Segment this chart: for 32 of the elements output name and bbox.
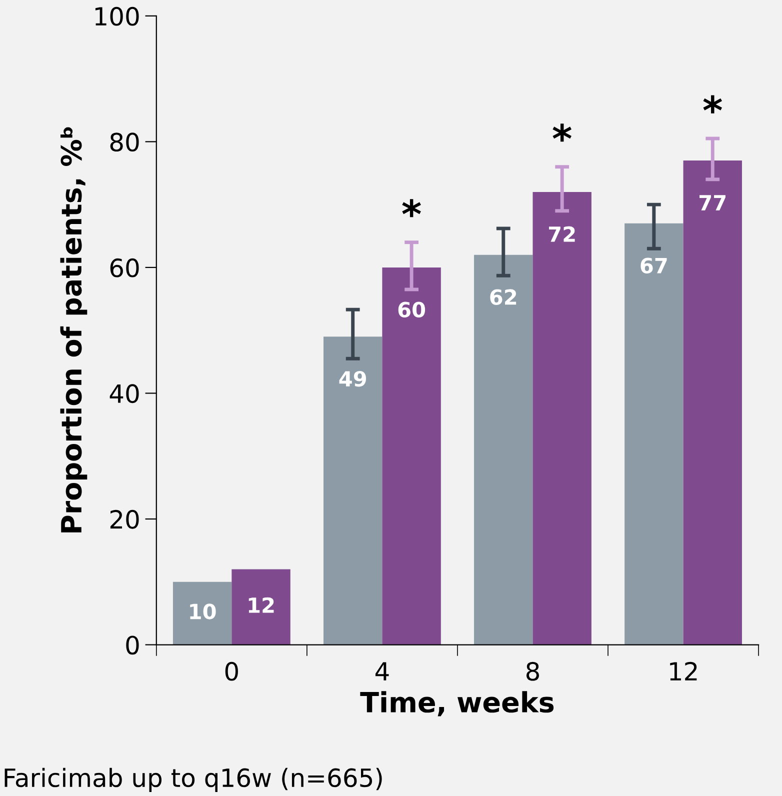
bar — [532, 192, 592, 645]
data-label: 77 — [700, 195, 726, 210]
y-tick-label: 0 — [126, 636, 139, 655]
x-tick-label: 0 — [225, 662, 238, 681]
annotation: * — [703, 95, 722, 114]
x-tick-label: 8 — [526, 662, 539, 681]
y-tick-label: 100 — [95, 6, 139, 26]
data-label: 10 — [190, 604, 216, 620]
bar — [624, 223, 684, 645]
annotation: * — [552, 124, 572, 142]
x-axis-title: Time, weeks — [360, 691, 554, 716]
y-axis-title: Proportion of patients, %ᵇ — [60, 127, 88, 532]
y-tick-label: 20 — [110, 510, 139, 529]
data-label: 60 — [398, 302, 426, 318]
y-tick-label: 60 — [110, 258, 139, 278]
data-label: 62 — [490, 289, 516, 305]
bar — [172, 582, 232, 645]
y-tick-label: 40 — [110, 384, 139, 404]
bar — [474, 254, 533, 645]
x-tick-label: 12 — [670, 662, 697, 680]
y-tick-label: 80 — [110, 132, 139, 152]
data-label: 49 — [339, 370, 366, 387]
data-label: 12 — [248, 597, 274, 613]
bar — [382, 267, 441, 645]
text: Faricimab up to q16w (n=665) — [4, 768, 382, 792]
bar — [232, 569, 290, 645]
annotation: * — [402, 199, 421, 218]
data-label: 67 — [640, 258, 667, 274]
bar — [323, 336, 382, 645]
bar — [683, 160, 742, 645]
x-tick-label: 4 — [375, 662, 389, 680]
data-label: 72 — [548, 226, 575, 242]
